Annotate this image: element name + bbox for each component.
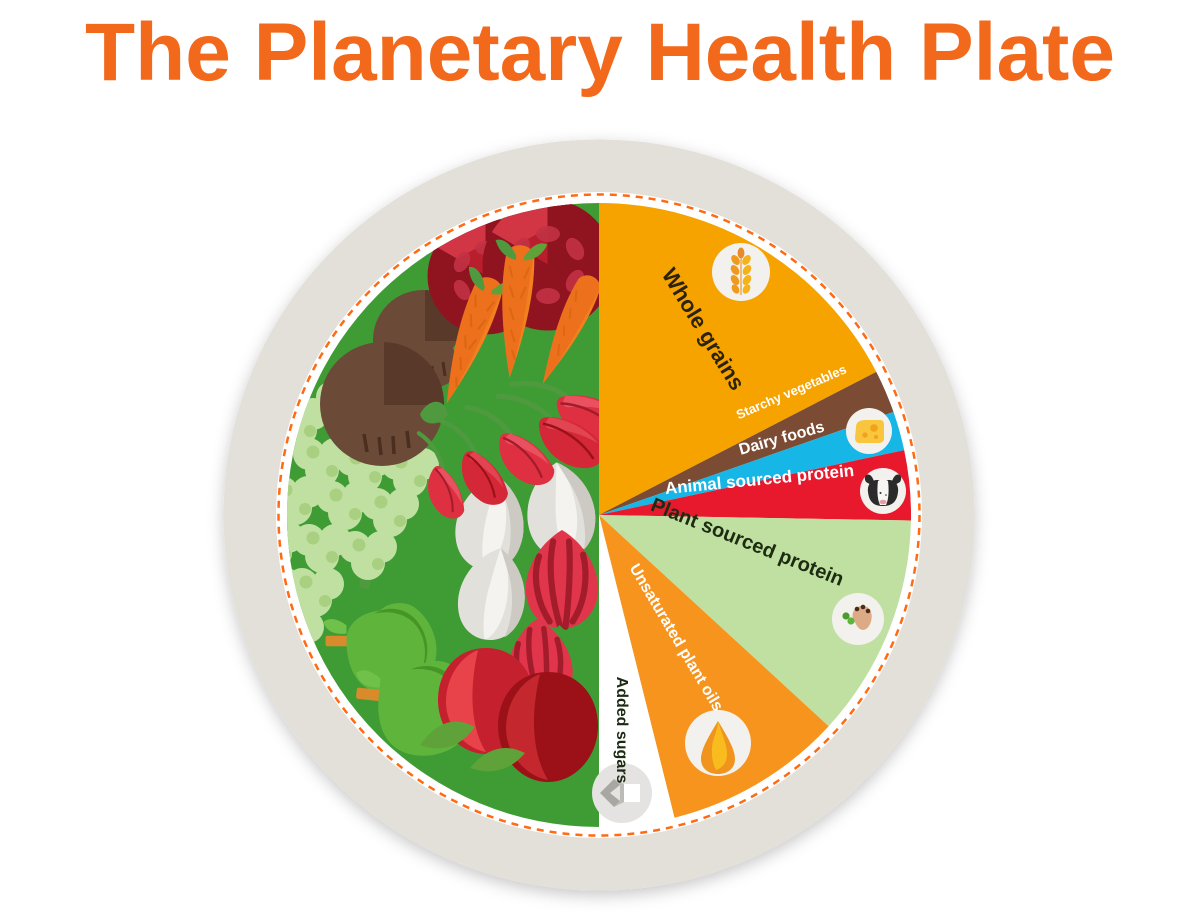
svg-text:Added sugars: Added sugars bbox=[613, 677, 630, 784]
